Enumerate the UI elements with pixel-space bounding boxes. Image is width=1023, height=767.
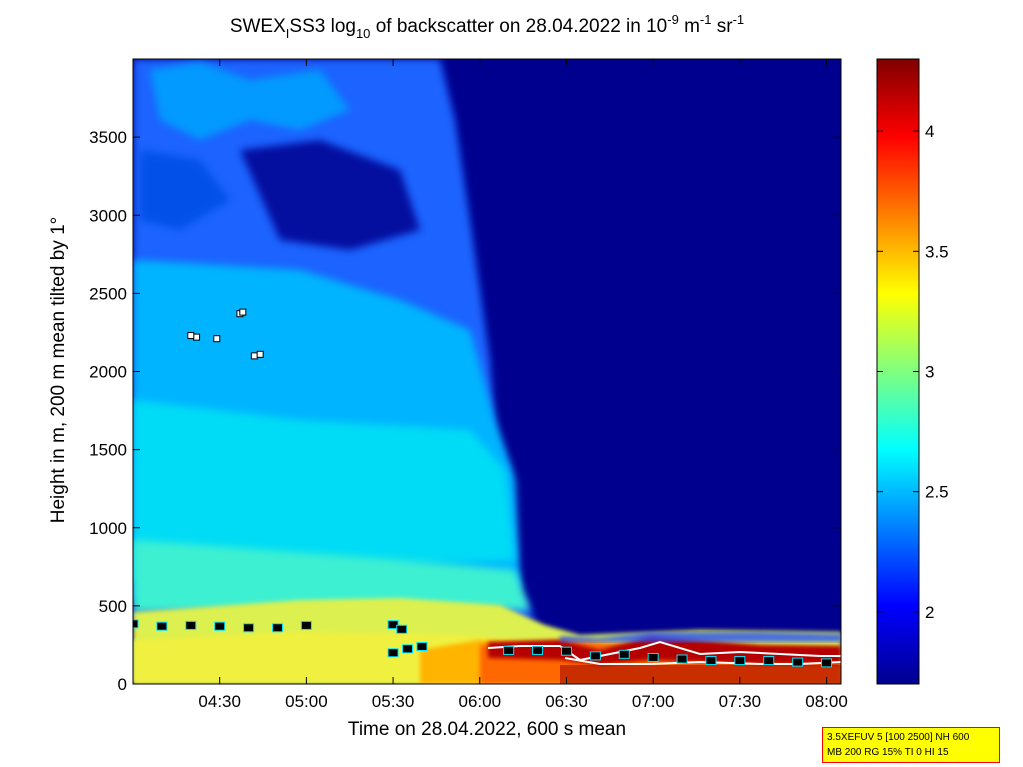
aerosol-region-near-surface (133, 540, 530, 612)
aerosol-marker (187, 332, 195, 340)
layer-marker (647, 652, 659, 662)
y-axis: 0 500 1000 1500 2000 2500 3000 3500 (89, 128, 841, 694)
cloud-top-line (487, 640, 841, 662)
layer-markers (133, 619, 833, 668)
colorbar-tick-label: 2.5 (925, 483, 949, 502)
layer-marker (503, 645, 515, 655)
layer-marker (416, 642, 428, 651)
y-tick-label: 1000 (89, 519, 127, 538)
colorbar (876, 58, 920, 685)
aerosol-region-patches3 (240, 140, 420, 250)
layer-marker (589, 651, 601, 661)
aerosol-region-lower (133, 400, 515, 580)
colorbar-tick-label: 2 (925, 603, 934, 622)
x-tick-label: 06:30 (545, 692, 588, 711)
y-tick-label: 2000 (89, 363, 127, 382)
layer-marker (705, 656, 717, 666)
layer-marker (243, 623, 255, 633)
x-tick-label: 08:00 (805, 692, 848, 711)
colorbar-tick-label: 3 (925, 363, 934, 382)
info-line-1: 3.5XEFUV 5 [100 2500] NH 600 (827, 732, 970, 743)
x-tick-label: 05:00 (285, 692, 328, 711)
y-tick-label: 0 (118, 675, 127, 694)
cloud-band-blue-top (560, 632, 841, 642)
layer-marker (402, 644, 414, 654)
chart-title: SWEXISS3 log10 of backscatter on 28.04.2… (230, 12, 744, 41)
aerosol-marker (256, 350, 264, 358)
processing-info-box: 3.5XEFUV 5 [100 2500] NH 600 MB 200 RG 1… (822, 727, 1000, 763)
colorbar-tick-label: 4 (925, 122, 934, 141)
aerosol-markers (187, 308, 264, 360)
layer-marker (763, 656, 775, 666)
aerosol-marker (213, 335, 221, 343)
layer-marker (618, 649, 630, 659)
dark-red-streaks (560, 665, 841, 684)
y-tick-label: 500 (99, 597, 127, 616)
layer-marker (560, 646, 572, 656)
layer-marker (821, 658, 833, 668)
x-tick-label: 07:00 (632, 692, 675, 711)
y-tick-label: 1500 (89, 441, 127, 460)
layer-marker (734, 656, 746, 666)
layer-marker (133, 619, 139, 629)
aerosol-region-patches2 (140, 150, 230, 230)
layer-marker (300, 620, 312, 630)
aerosol-marker (193, 333, 201, 341)
x-tick-label: 04:30 (198, 692, 241, 711)
y-tick-label: 2500 (89, 284, 127, 303)
layer-marker (214, 621, 226, 631)
layer-marker (156, 621, 168, 631)
y-tick-label: 3500 (89, 128, 127, 147)
aerosol-marker (239, 308, 247, 316)
aerosol-marker (250, 352, 258, 360)
heatmap-field (133, 59, 841, 684)
y-tick-label: 3000 (89, 206, 127, 225)
y-axis-label: Height in m, 200 m mean tilted by 1° (48, 217, 69, 523)
layer-marker (387, 648, 399, 658)
colorbar-axis: 2 2.5 3 3.5 4 (877, 122, 949, 622)
x-tick-label: 05:30 (372, 692, 415, 711)
x-tick-label: 06:00 (459, 692, 502, 711)
aerosol-region-patches (150, 62, 350, 140)
info-line-2: MB 200 RG 15% TI 0 HI 15 (827, 747, 949, 758)
layer-marker (792, 657, 804, 667)
x-axis: 04:30 05:00 05:30 06:00 06:30 07:00 07:30 08:00 (198, 59, 848, 711)
colorbar-tick-label: 3.5 (925, 242, 949, 261)
x-axis-label: Time on 28.04.2022, 600 s mean (348, 719, 626, 740)
layer-marker (532, 645, 544, 655)
layer-marker (676, 654, 688, 664)
layer-marker (185, 620, 197, 630)
layer-marker (387, 620, 399, 630)
layer-marker (396, 624, 408, 634)
x-tick-label: 07:30 (719, 692, 762, 711)
layer-marker (271, 623, 283, 633)
